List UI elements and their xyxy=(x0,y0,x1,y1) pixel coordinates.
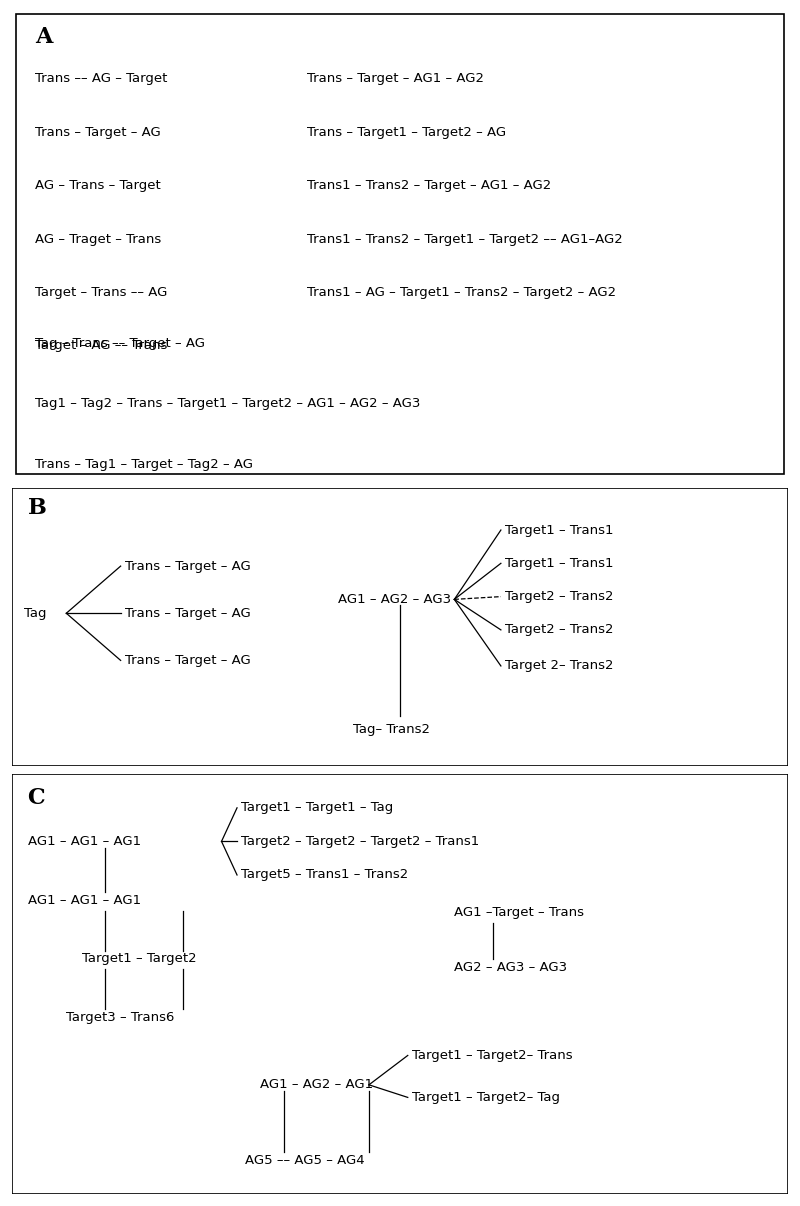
Text: AG1 – AG1 – AG1: AG1 – AG1 – AG1 xyxy=(27,835,141,848)
Text: Target – AG –– Trans: Target – AG –– Trans xyxy=(35,339,168,352)
Text: Target5 – Trans1 – Trans2: Target5 – Trans1 – Trans2 xyxy=(241,868,408,882)
FancyBboxPatch shape xyxy=(12,488,788,766)
Text: Trans – Target – AG: Trans – Target – AG xyxy=(35,125,161,139)
Text: Target1 – Target1 – Tag: Target1 – Target1 – Tag xyxy=(241,801,393,814)
Text: AG2 – AG3 – AG3: AG2 – AG3 – AG3 xyxy=(454,961,567,973)
Text: Target2 – Trans2: Target2 – Trans2 xyxy=(505,624,614,637)
Text: C: C xyxy=(27,786,45,809)
Text: A: A xyxy=(35,27,53,48)
Text: Target2 – Trans2: Target2 – Trans2 xyxy=(505,590,614,603)
Text: AG5 –– AG5 – AG4: AG5 –– AG5 – AG4 xyxy=(245,1154,365,1167)
Text: Target2 – Target2 – Target2 – Trans1: Target2 – Target2 – Target2 – Trans1 xyxy=(241,835,479,848)
Text: Target – Trans –– AG: Target – Trans –– AG xyxy=(35,286,168,299)
Text: AG1 – AG1 – AG1: AG1 – AG1 – AG1 xyxy=(27,894,141,907)
FancyBboxPatch shape xyxy=(12,774,788,1194)
Text: Trans – Target – AG: Trans – Target – AG xyxy=(125,607,250,620)
Text: AG – Trans – Target: AG – Trans – Target xyxy=(35,180,161,192)
Text: Target1 – Target2– Tag: Target1 – Target2– Tag xyxy=(412,1091,560,1103)
FancyBboxPatch shape xyxy=(16,14,784,474)
Text: AG1 –Target – Trans: AG1 –Target – Trans xyxy=(454,906,584,919)
Text: Tag1 – Tag2 – Trans – Target1 – Target2 – AG1 – AG2 – AG3: Tag1 – Tag2 – Trans – Target1 – Target2 … xyxy=(35,398,421,410)
Text: Tag: Tag xyxy=(24,607,46,620)
Text: B: B xyxy=(27,497,46,519)
Text: Target1 – Trans1: Target1 – Trans1 xyxy=(505,557,614,569)
Text: Trans – Target – AG: Trans – Target – AG xyxy=(125,654,250,667)
Text: Target1 – Target2– Trans: Target1 – Target2– Trans xyxy=(412,1049,572,1062)
Text: Trans1 – Trans2 – Target1 – Target2 –– AG1–AG2: Trans1 – Trans2 – Target1 – Target2 –– A… xyxy=(307,233,622,246)
Text: AG – Traget – Trans: AG – Traget – Trans xyxy=(35,233,162,246)
Text: Target 2– Trans2: Target 2– Trans2 xyxy=(505,660,614,673)
Text: Trans – Target1 – Target2 – AG: Trans – Target1 – Target2 – AG xyxy=(307,125,506,139)
Text: AG1 – AG2 – AG3: AG1 – AG2 – AG3 xyxy=(338,593,451,605)
Text: Trans –– AG – Target: Trans –– AG – Target xyxy=(35,72,168,86)
Text: Trans – Target – AG1 – AG2: Trans – Target – AG1 – AG2 xyxy=(307,72,484,86)
Text: Trans – Target – AG: Trans – Target – AG xyxy=(125,560,250,573)
Text: Target1 – Target2: Target1 – Target2 xyxy=(82,953,197,966)
Text: AG1 – AG2 – AG1: AG1 – AG2 – AG1 xyxy=(260,1078,374,1091)
Text: Trans – Tag1 – Target – Tag2 – AG: Trans – Tag1 – Target – Tag2 – AG xyxy=(35,458,254,470)
Text: Tag– Trans2: Tag– Trans2 xyxy=(354,724,430,736)
Text: Trans1 – AG – Target1 – Trans2 – Target2 – AG2: Trans1 – AG – Target1 – Trans2 – Target2… xyxy=(307,286,616,299)
Text: Target3 – Trans6: Target3 – Trans6 xyxy=(66,1011,174,1024)
Text: Trans1 – Trans2 – Target – AG1 – AG2: Trans1 – Trans2 – Target – AG1 – AG2 xyxy=(307,180,551,192)
Text: Tag – Trans –– Target – AG: Tag – Trans –– Target – AG xyxy=(35,336,206,350)
Text: Target1 – Trans1: Target1 – Trans1 xyxy=(505,523,614,537)
